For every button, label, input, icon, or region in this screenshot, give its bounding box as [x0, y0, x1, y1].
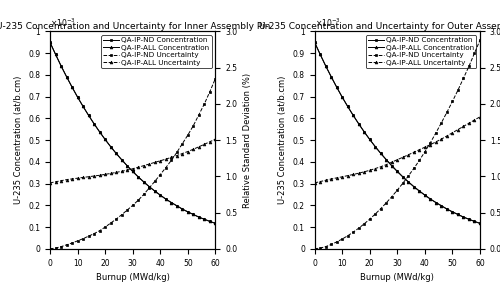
Legend: QA-IP-ND Concentration, QA-IP-ALL Concentration, QA-IP-ND Uncertainty, QA-IP-ALL: QA-IP-ND Concentration, QA-IP-ALL Concen…	[102, 35, 212, 68]
Text: $\times10^{-3}$: $\times10^{-3}$	[314, 17, 340, 29]
Y-axis label: Relative Standard Deviation (%): Relative Standard Deviation (%)	[243, 73, 252, 208]
Text: $\times10^{-3}$: $\times10^{-3}$	[50, 17, 76, 29]
Title: U-235 Concentration and Uncertainty for Outer Assembly Pin: U-235 Concentration and Uncertainty for …	[259, 22, 500, 31]
Y-axis label: U-235 Concentration (at/b.cm): U-235 Concentration (at/b.cm)	[14, 76, 22, 204]
X-axis label: Burnup (MWd/kg): Burnup (MWd/kg)	[360, 273, 434, 282]
X-axis label: Burnup (MWd/kg): Burnup (MWd/kg)	[96, 273, 170, 282]
Legend: QA-IP-ND Concentration, QA-IP-ALL Concentration, QA-IP-ND Uncertainty, QA-IP-ALL: QA-IP-ND Concentration, QA-IP-ALL Concen…	[366, 35, 476, 68]
Y-axis label: U-235 Concentration (at/b.cm): U-235 Concentration (at/b.cm)	[278, 76, 287, 204]
Title: U-235 Concentration and Uncertainty for Inner Assembly Pin: U-235 Concentration and Uncertainty for …	[0, 22, 270, 31]
